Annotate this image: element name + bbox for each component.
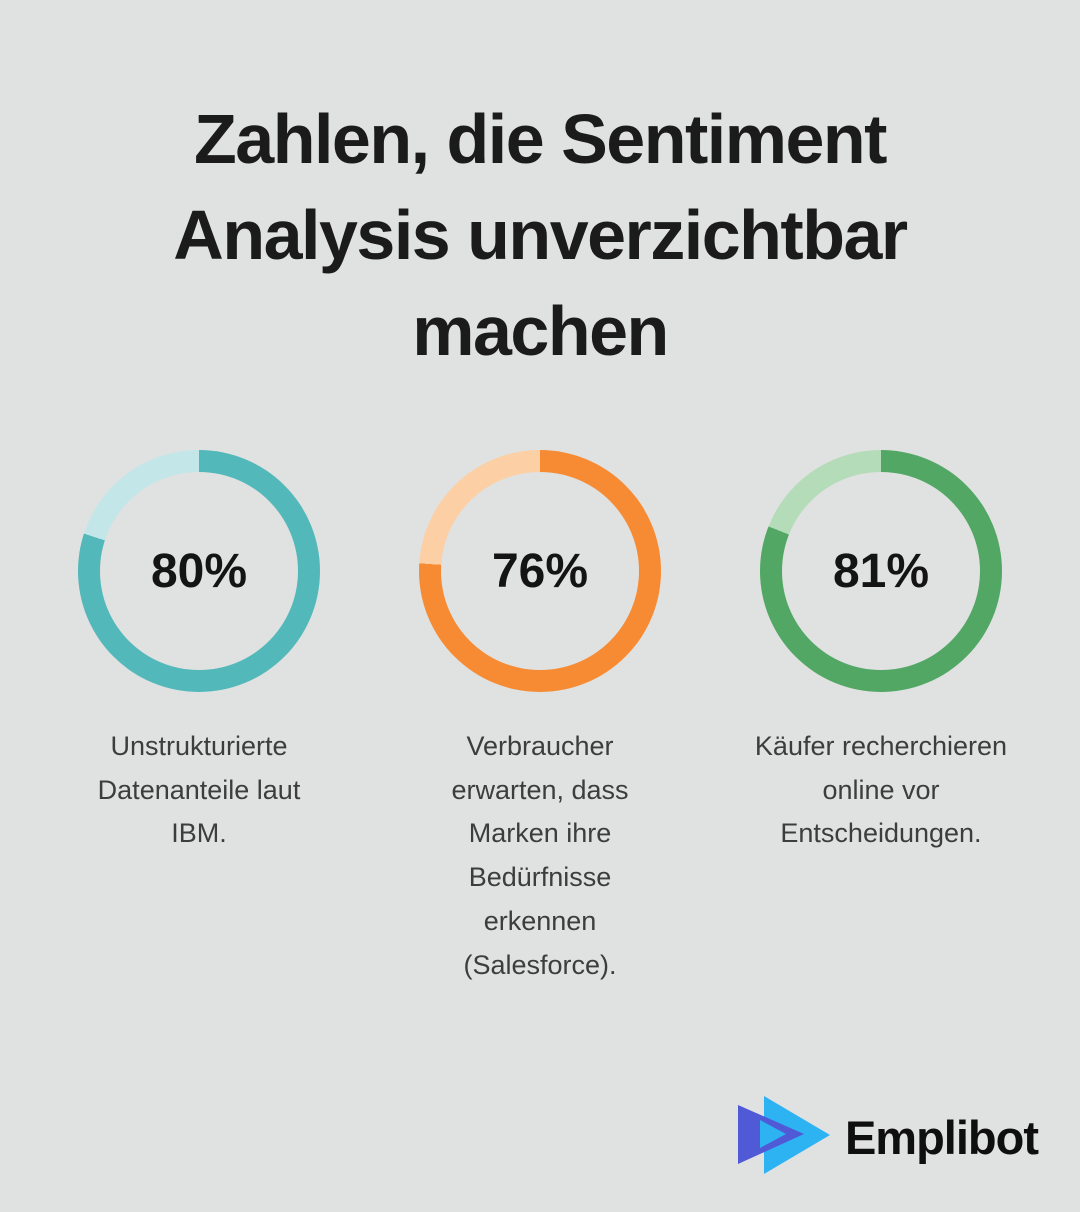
donut-chart-76: 76% [419, 450, 661, 692]
donut-chart-80: 80% [78, 450, 320, 692]
donut-chart-81: 81% [760, 450, 1002, 692]
stats-row: 80% Unstrukturierte Datenanteile laut IB… [38, 450, 1042, 987]
stat-unstructured-data: 80% Unstrukturierte Datenanteile laut IB… [38, 450, 360, 987]
page-title: Zahlen, die Sentiment Analysis unverzich… [173, 100, 908, 370]
donut-value-label: 80% [150, 544, 248, 598]
brand-footer: Emplibot [735, 1094, 1039, 1180]
donut-hole: 76% [441, 472, 639, 670]
stat-caption: Verbraucher erwarten, dass Marken ihre B… [451, 731, 629, 980]
stat-consumer-expectations: 76% Verbraucher erwarten, dass Marken ih… [379, 450, 701, 987]
stat-caption: Käufer recherchieren online vor Entschei… [754, 731, 1008, 849]
emplibot-logo-icon [737, 1096, 830, 1174]
stat-online-research: 81% Käufer recherchieren online vor Ents… [720, 450, 1042, 987]
donut-hole: 80% [100, 472, 298, 670]
logo-triangle-inner [759, 1120, 786, 1148]
brand-name: Emplibot [844, 1110, 1039, 1164]
donut-hole: 81% [782, 472, 980, 670]
donut-value-label: 76% [491, 544, 589, 598]
stat-caption: Unstrukturierte Datenanteile laut IBM. [97, 731, 301, 849]
donut-value-label: 81% [832, 544, 930, 598]
